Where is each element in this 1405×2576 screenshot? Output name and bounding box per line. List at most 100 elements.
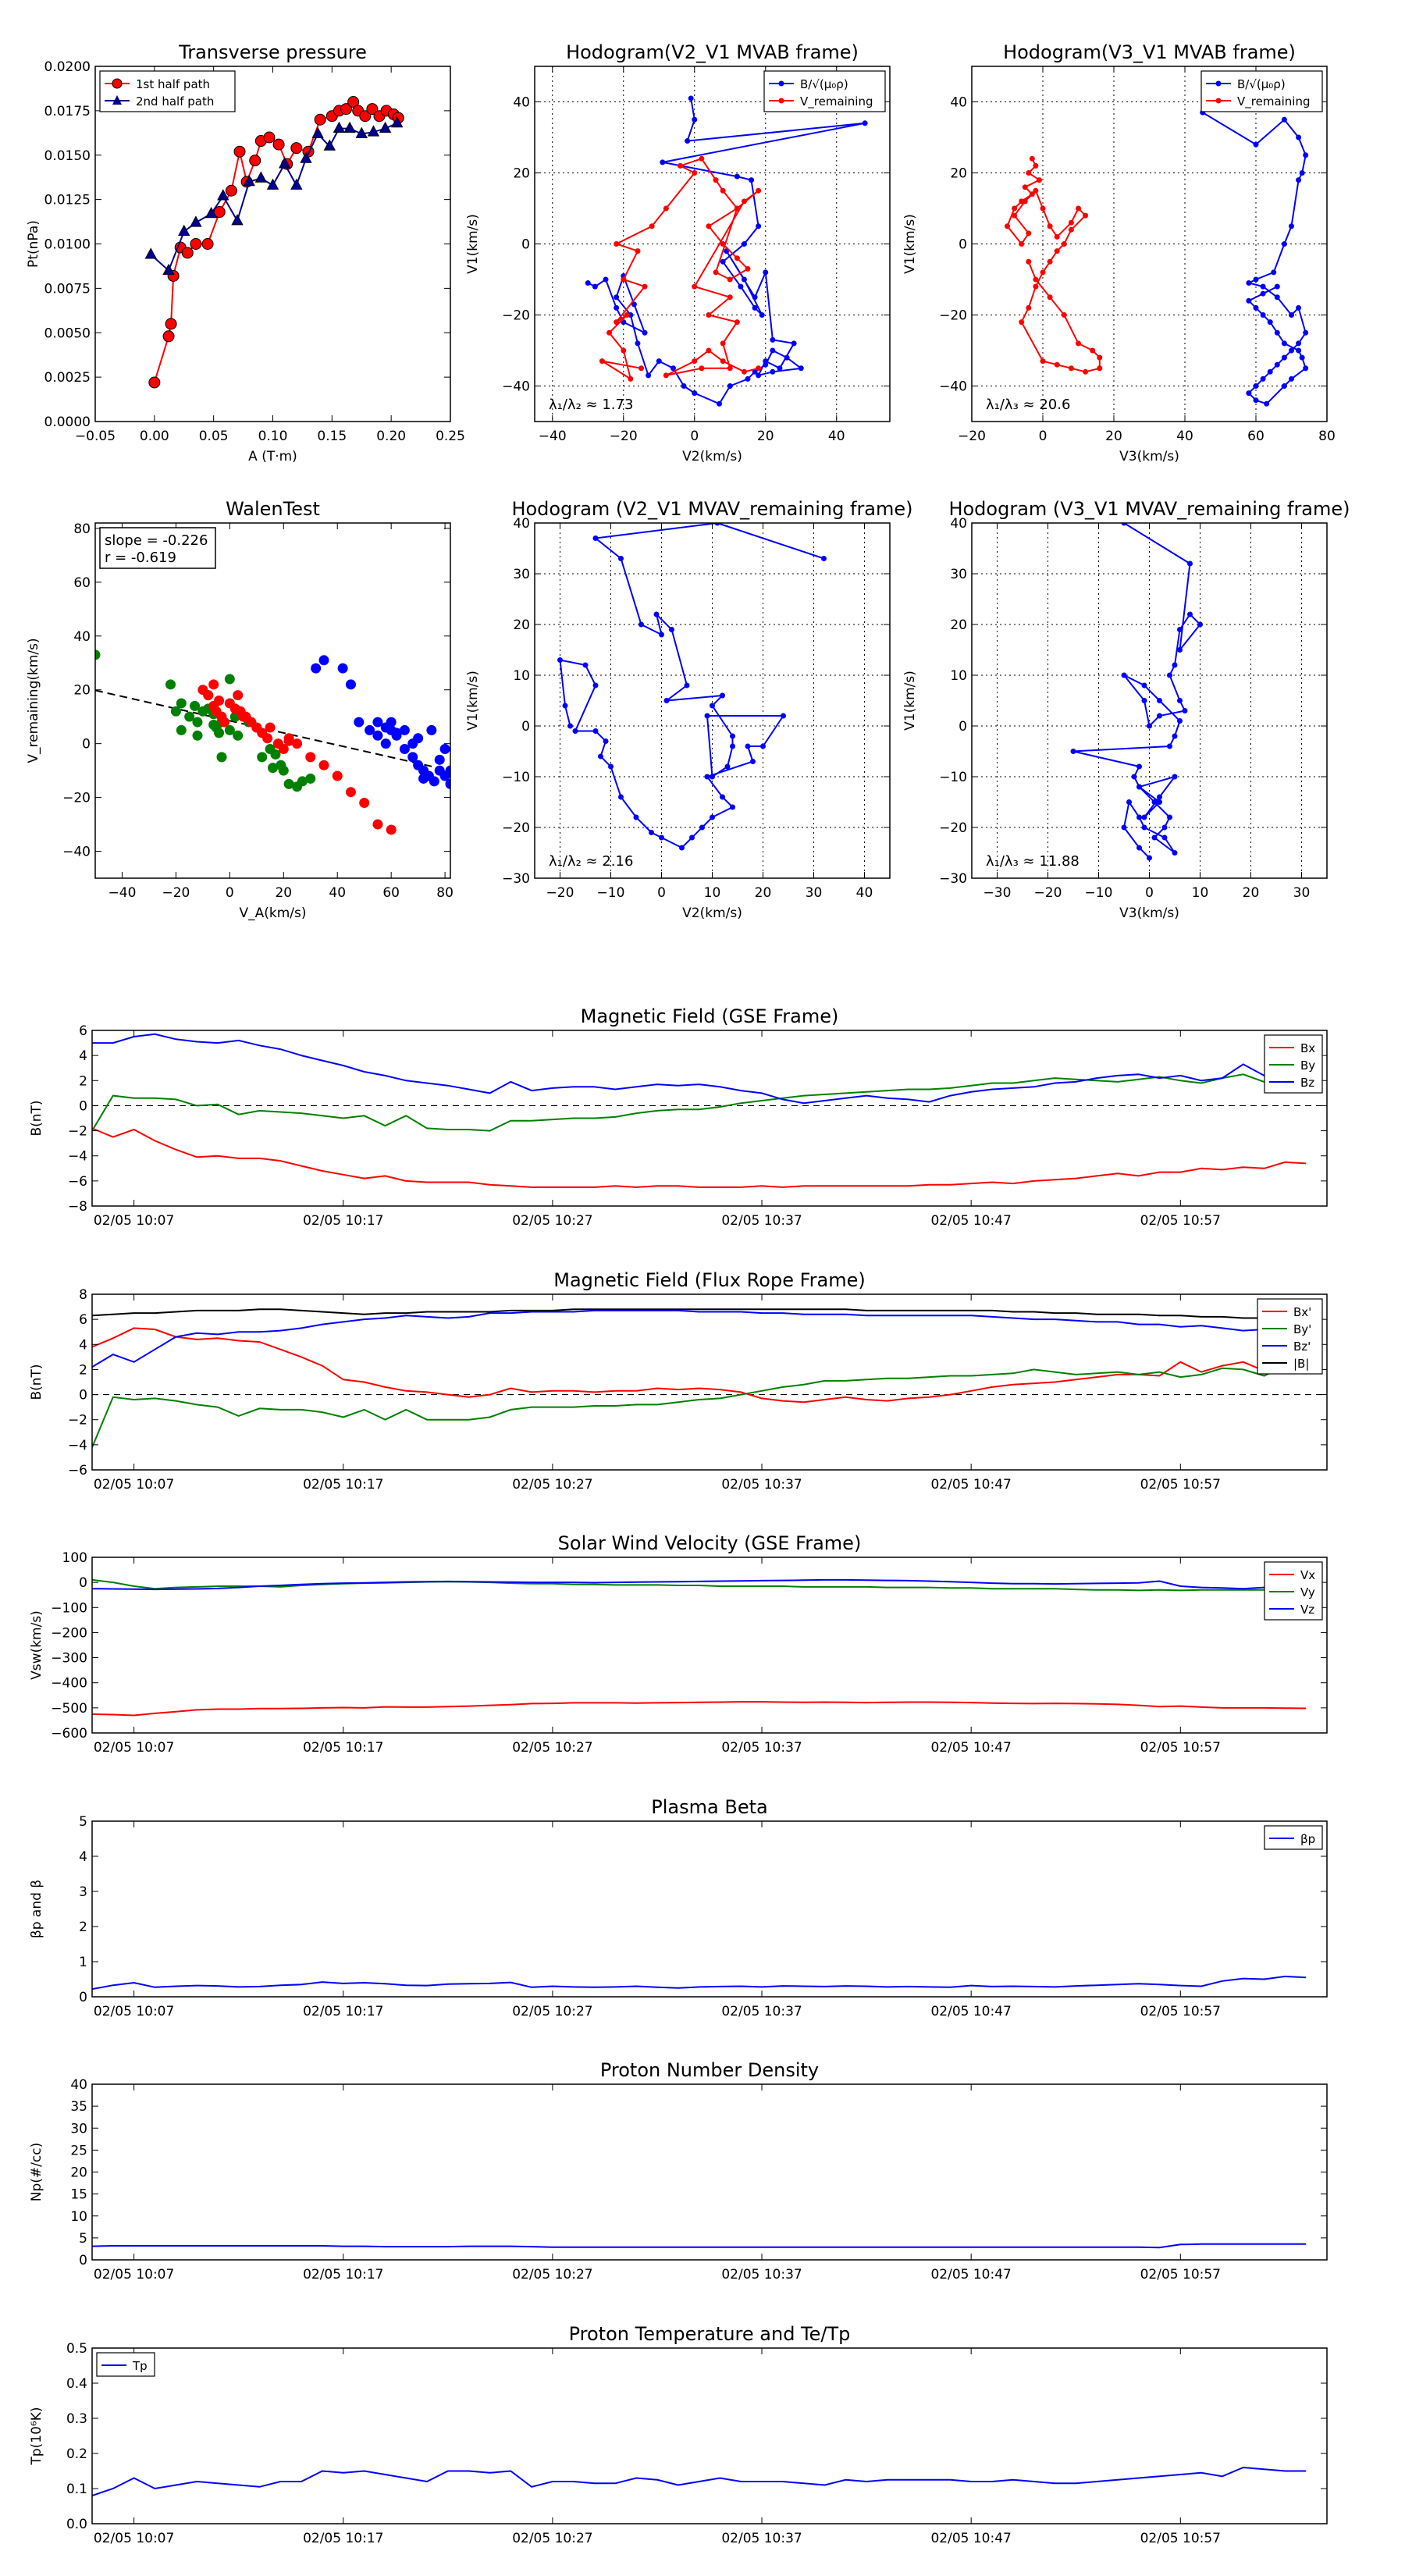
chart-transverse-pressure: Transverse pressure 0.0000 0.0025 0.0050 0.0… <box>26 41 465 464</box>
x-tick-label: −20 <box>1034 885 1062 901</box>
data-point <box>1047 223 1053 229</box>
data-point <box>434 754 445 765</box>
y-tick-label: 0.0075 <box>44 281 91 297</box>
data-point <box>688 95 694 101</box>
data-point <box>1281 340 1287 347</box>
y-tick-label: 0 <box>82 737 91 753</box>
legend-label: Vx <box>1300 1568 1315 1582</box>
x-tick-label: 0.00 <box>140 429 169 444</box>
y-tick-label: −600 <box>51 1726 87 1742</box>
data-point <box>720 692 725 699</box>
data-point <box>1012 212 1018 219</box>
x-tick-label: 02/05 10:17 <box>303 1213 383 1229</box>
data-point <box>1187 611 1193 617</box>
data-point <box>1068 226 1074 233</box>
data-point <box>367 125 380 137</box>
data-point <box>407 738 418 749</box>
data-point <box>1121 672 1127 678</box>
data-point <box>621 347 627 354</box>
data-point <box>567 723 573 729</box>
data-point <box>445 778 450 789</box>
x-tick-label: 02/05 10:37 <box>721 1213 802 1229</box>
data-point <box>660 159 666 165</box>
data-point <box>770 336 776 343</box>
data-point <box>1090 347 1096 354</box>
data-point <box>745 265 751 272</box>
y-tick-label: 8 <box>79 1287 87 1303</box>
x-tick-label: −40 <box>108 885 137 901</box>
data-point <box>205 206 218 219</box>
data-point <box>399 744 410 755</box>
data-point <box>144 247 157 259</box>
data-point <box>1026 304 1032 311</box>
data-point <box>598 753 603 760</box>
chart-title: Hodogram (V2_V1 MVAV_remaining frame) <box>511 498 912 520</box>
data-point <box>213 206 226 219</box>
y-tick-label: 0 <box>79 1098 87 1114</box>
data-point <box>190 238 202 250</box>
y-tick-label: 25 <box>70 2143 87 2158</box>
data-point <box>225 184 237 197</box>
y-tick-label: 40 <box>950 516 967 532</box>
data-point <box>243 175 255 187</box>
data-point <box>760 743 766 749</box>
data-point <box>1253 397 1259 404</box>
y-tick-label: 60 <box>73 575 91 591</box>
data-point <box>162 263 175 276</box>
data-point <box>1267 368 1273 375</box>
y-tick-label: 20 <box>950 617 967 633</box>
y-tick-label: 15 <box>70 2187 87 2203</box>
data-point <box>681 383 687 389</box>
x-tick-label: 30 <box>806 885 823 901</box>
y-tick-label: −30 <box>502 871 530 887</box>
data-point <box>345 787 356 798</box>
data-point <box>1260 375 1266 382</box>
data-point <box>391 728 402 738</box>
y-tick-label: 20 <box>70 2165 87 2181</box>
data-point <box>292 738 303 749</box>
data-point <box>201 238 214 250</box>
data-point <box>756 372 762 379</box>
x-tick-label: 02/05 10:07 <box>94 2004 174 2019</box>
data-point <box>759 312 765 318</box>
y-tick-label: 0.4 <box>66 2376 87 2392</box>
data-point <box>592 283 598 290</box>
x-tick-label: −40 <box>539 429 567 444</box>
data-point <box>608 763 614 770</box>
series-vz-line <box>92 1578 1307 1591</box>
legend-label: Bz' <box>1293 1340 1311 1354</box>
y-tick-label: 10 <box>513 668 530 684</box>
data-point <box>1253 383 1259 389</box>
data-point <box>1136 784 1142 790</box>
data-point <box>727 383 733 389</box>
data-point <box>763 269 769 276</box>
y-tick-label: 0 <box>959 719 967 735</box>
data-point <box>720 358 726 365</box>
x-tick-label: 02/05 10:27 <box>512 1477 592 1493</box>
data-point <box>439 744 450 755</box>
data-point <box>208 679 219 690</box>
chart-hodogram-v3-v1-mvav: Hodogram (V3_V1 MVAV_remaining frame) −30… <box>902 498 1350 921</box>
data-point <box>345 679 356 690</box>
x-tick-label: 02/05 10:57 <box>1140 1477 1221 1493</box>
data-point <box>1033 187 1039 194</box>
x-tick-label: 02/05 10:47 <box>930 2531 1011 2546</box>
series-vx-line <box>92 1701 1307 1717</box>
data-point <box>1167 814 1172 820</box>
x-tick-label: 02/05 10:37 <box>721 2531 802 2546</box>
y-axis-label: V1(km/s) <box>902 671 918 731</box>
data-point <box>1296 134 1302 141</box>
data-point <box>340 103 353 116</box>
data-point <box>391 116 404 128</box>
plot-frame <box>91 1030 1328 1207</box>
x-tick-label: 0 <box>1145 885 1154 901</box>
x-tick-label: 02/05 10:27 <box>512 2267 592 2282</box>
y-tick-label: 2 <box>79 1073 87 1089</box>
data-point <box>1289 375 1294 382</box>
plot-data <box>92 1975 1307 1991</box>
data-point <box>704 774 710 780</box>
series-np-line <box>92 2243 1307 2249</box>
x-tick-label: 02/05 10:37 <box>721 1477 802 1493</box>
data-point <box>592 682 599 688</box>
chart-magnetic-field-flux-rope: Magnetic Field (Flux Rope Frame)−6−4−202… <box>29 1269 1328 1493</box>
